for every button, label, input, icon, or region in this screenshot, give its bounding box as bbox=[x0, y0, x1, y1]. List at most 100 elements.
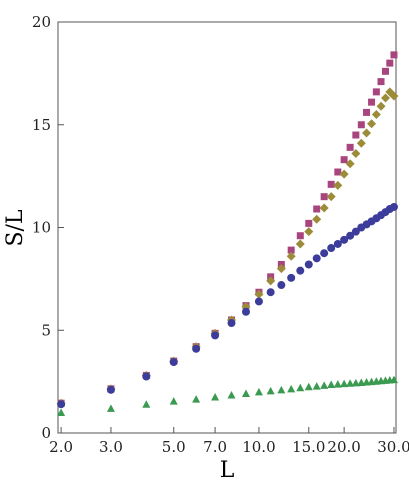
circle-point bbox=[241, 307, 250, 316]
diamond-point bbox=[367, 119, 377, 129]
square-point bbox=[372, 88, 380, 96]
square-point bbox=[320, 193, 328, 201]
diamond-point bbox=[266, 276, 276, 286]
triangle-point bbox=[277, 385, 286, 394]
series-square bbox=[57, 51, 398, 407]
diamond-point bbox=[345, 159, 355, 169]
diamond-point bbox=[295, 239, 305, 249]
series-diamond bbox=[56, 87, 399, 408]
diamond-point bbox=[356, 138, 366, 148]
triangle-point bbox=[241, 389, 250, 398]
square-point bbox=[381, 67, 389, 75]
circle-point bbox=[142, 372, 151, 381]
square-point bbox=[296, 232, 304, 240]
square-point bbox=[305, 219, 313, 227]
diamond-point bbox=[286, 251, 296, 261]
triangle-point bbox=[106, 404, 115, 412]
y-tick-label: 15 bbox=[32, 116, 51, 134]
circle-point bbox=[192, 344, 201, 353]
diamond-point bbox=[312, 214, 322, 224]
circle-point bbox=[333, 239, 342, 248]
circle-point bbox=[254, 297, 263, 306]
circle-point bbox=[351, 227, 360, 236]
x-tick-label: 7.0 bbox=[203, 438, 227, 456]
diamond-point bbox=[276, 264, 286, 274]
circle-point bbox=[169, 358, 178, 367]
circle-point bbox=[304, 260, 313, 269]
triangle-point bbox=[312, 382, 321, 390]
data-points bbox=[56, 51, 399, 416]
circle-point bbox=[57, 400, 66, 409]
x-axis-title: L bbox=[220, 458, 235, 483]
x-tick-label: 30.0 bbox=[377, 438, 409, 456]
plot-frame bbox=[57, 21, 397, 434]
diamond-point bbox=[319, 203, 329, 213]
circle-point bbox=[287, 273, 296, 282]
y-axis-title: S/L bbox=[3, 209, 28, 246]
circle-point bbox=[227, 319, 236, 328]
square-point bbox=[390, 51, 398, 59]
series-circle bbox=[57, 202, 398, 409]
x-tick-label: 10.0 bbox=[242, 438, 275, 456]
triangle-point bbox=[169, 397, 178, 405]
triangle-point bbox=[389, 375, 398, 384]
square-point bbox=[363, 108, 371, 116]
y-tick-label: 0 bbox=[41, 424, 51, 442]
triangle-point bbox=[340, 379, 349, 388]
diamond-point bbox=[326, 192, 336, 202]
square-point bbox=[346, 143, 354, 151]
diamond-point bbox=[371, 109, 381, 119]
triangle-point bbox=[351, 378, 360, 387]
square-point bbox=[386, 59, 394, 67]
diamond-point bbox=[389, 91, 399, 101]
x-tick-label: 20.0 bbox=[327, 438, 360, 456]
triangle-point bbox=[142, 400, 151, 408]
y-tick-label: 5 bbox=[41, 321, 51, 339]
diamond-point bbox=[304, 227, 314, 237]
square-point bbox=[357, 121, 365, 129]
triangle-point bbox=[254, 387, 263, 396]
triangle-point bbox=[266, 386, 275, 395]
triangle-point bbox=[333, 380, 342, 388]
series-triangle bbox=[57, 375, 398, 416]
circle-point bbox=[211, 331, 220, 340]
circle-point bbox=[106, 385, 115, 394]
circle-point bbox=[327, 244, 336, 253]
circle-point bbox=[277, 281, 286, 290]
y-tick-label: 20 bbox=[32, 13, 51, 31]
circle-point bbox=[266, 288, 275, 297]
circle-point bbox=[312, 254, 321, 263]
circle-point bbox=[296, 266, 305, 275]
square-point bbox=[327, 180, 335, 188]
diamond-point bbox=[254, 289, 264, 299]
square-point bbox=[377, 78, 385, 86]
triangle-point bbox=[346, 379, 355, 387]
x-tick-label: 3.0 bbox=[99, 438, 123, 456]
square-point bbox=[368, 98, 376, 106]
triangle-point bbox=[57, 408, 66, 416]
diamond-point bbox=[376, 101, 386, 111]
y-axis: 0 5 10 15 20 bbox=[32, 13, 64, 442]
triangle-point bbox=[296, 383, 305, 392]
triangle-point bbox=[287, 384, 296, 393]
triangle-point bbox=[211, 393, 220, 401]
square-point bbox=[352, 131, 360, 139]
x-tick-label: 2.0 bbox=[49, 438, 73, 456]
diamond-point bbox=[362, 128, 372, 138]
square-point bbox=[334, 168, 342, 176]
triangle-point bbox=[327, 380, 336, 389]
circle-point bbox=[320, 249, 329, 258]
triangle-point bbox=[192, 395, 201, 403]
x-axis: 2.0 3.0 5.0 7.0 10.0 15.0 20.0 30.0 bbox=[49, 427, 409, 456]
square-point bbox=[340, 156, 348, 164]
square-point bbox=[313, 205, 321, 213]
circle-point bbox=[389, 202, 398, 211]
circle-point bbox=[346, 231, 355, 240]
triangle-point bbox=[304, 382, 313, 391]
x-tick-label: 5.0 bbox=[162, 438, 186, 456]
triangle-point bbox=[320, 381, 329, 389]
triangle-point bbox=[357, 378, 366, 386]
diamond-point bbox=[351, 149, 361, 159]
x-tick-label: 15.0 bbox=[292, 438, 325, 456]
